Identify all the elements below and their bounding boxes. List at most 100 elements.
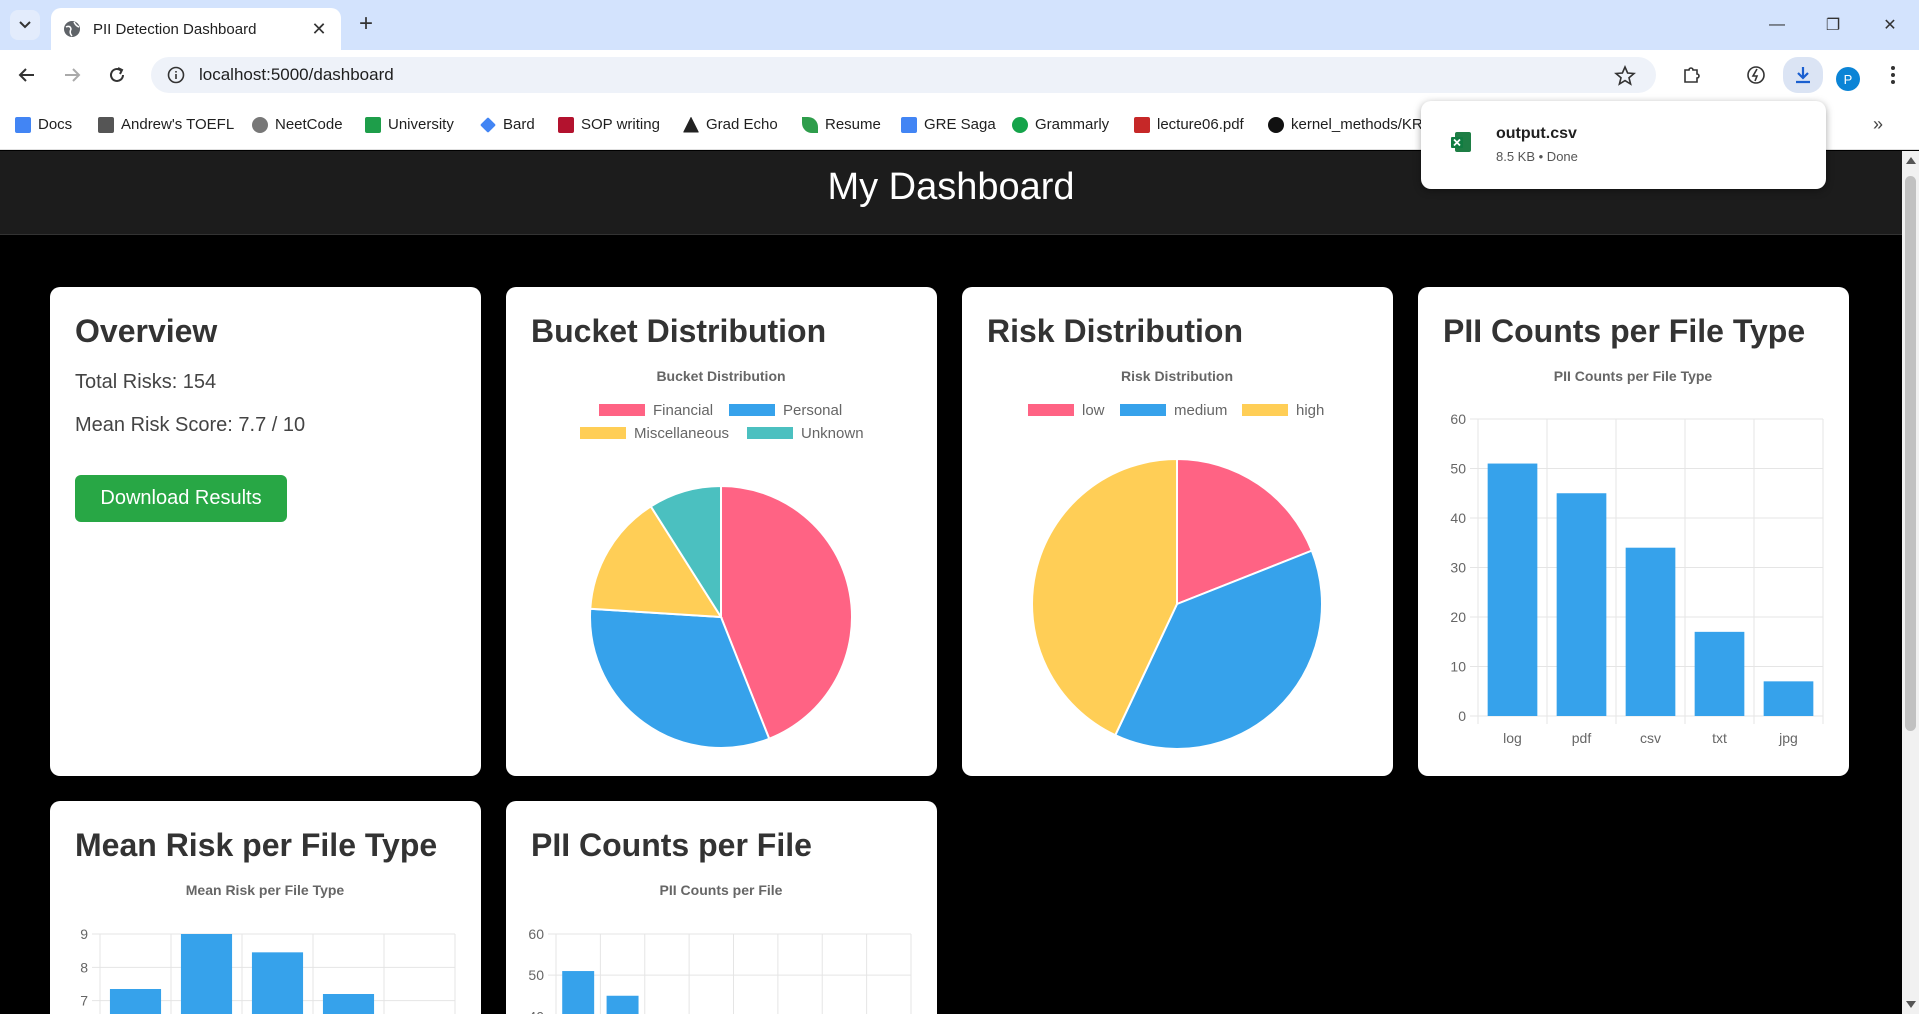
excel-file-icon: [1451, 132, 1471, 152]
minimize-button[interactable]: —: [1769, 16, 1785, 33]
tab-strip: PII Detection Dashboard ✕ + — ❐ ✕: [0, 0, 1919, 50]
bookmark-toefl[interactable]: Andrew's TOEFL: [98, 116, 234, 133]
pii-per-file-card: PII Counts per File PII Counts per File3…: [506, 801, 937, 1014]
back-button[interactable]: [12, 60, 42, 90]
rocket-icon: [252, 116, 268, 133]
page-scrollbar[interactable]: [1902, 151, 1919, 1014]
page-title: My Dashboard: [827, 166, 1075, 208]
y-tick-label: 60: [528, 926, 544, 942]
chart-title: PII Counts per File: [660, 882, 783, 898]
bookmark-neetcode[interactable]: NeetCode: [252, 116, 343, 133]
scroll-up-arrow[interactable]: [1906, 157, 1916, 164]
book-icon: [98, 116, 114, 133]
x-tick-label: csv: [1640, 730, 1661, 746]
pii-file-type-card: PII Counts per File Type PII Counts per …: [1418, 287, 1849, 776]
close-window-button[interactable]: ✕: [1883, 17, 1897, 34]
url-text: localhost:5000/dashboard: [199, 65, 394, 84]
risk-distribution-card: Risk Distribution Risk Distribution low me…: [962, 287, 1393, 776]
bar-item-1: [180, 934, 233, 1014]
y-tick-label: 60: [1450, 411, 1466, 427]
tab-search-button[interactable]: [10, 10, 40, 40]
download-icon: [1796, 67, 1810, 84]
site-info-icon[interactable]: [167, 66, 185, 84]
bookmark-gre-saga[interactable]: GRE Saga: [901, 116, 996, 133]
y-tick-label: 40: [1450, 510, 1466, 526]
mean-risk-bar-chart: Mean Risk per File Type 7 8 9: [80, 882, 456, 1014]
sop-icon: [558, 116, 574, 133]
new-tab-button[interactable]: +: [358, 10, 373, 37]
bucket-distribution-heading: Bucket Distribution: [531, 313, 827, 349]
y-tick-label: 20: [1450, 609, 1466, 625]
bar-csv: [1625, 547, 1676, 716]
reload-icon: [110, 67, 124, 82]
forward-button[interactable]: [57, 60, 87, 90]
download-status: 8.5 KB • Done: [1496, 149, 1578, 164]
bar-txt: [1694, 631, 1745, 716]
legend-label: Financial: [653, 402, 713, 419]
bookmarks-overflow-icon[interactable]: »: [1872, 114, 1883, 134]
scrollbar-thumb[interactable]: [1905, 176, 1916, 731]
bar-log: [1487, 463, 1538, 716]
pie-slice-low: [1176, 457, 1314, 606]
bookmark-sop[interactable]: SOP writing: [558, 116, 660, 133]
bar-item-2: [251, 952, 304, 1014]
dashboard-page: My Dashboard Overview Total Risks: 154 M…: [0, 151, 1902, 1014]
profile-avatar[interactable]: P: [1836, 67, 1860, 91]
pii-per-file-heading: PII Counts per File: [531, 827, 812, 863]
gauge-icon: [1747, 66, 1765, 84]
pie-slice-miscellaneous: [589, 505, 723, 619]
legend-label: Personal: [783, 402, 842, 419]
download-filename[interactable]: output.csv: [1496, 125, 1577, 142]
bookmark-grad-echo[interactable]: Grad Echo: [683, 116, 778, 133]
puzzle-icon: [1684, 67, 1700, 83]
bookmark-star-icon[interactable]: [1614, 65, 1636, 87]
x-tick-label: pdf: [1572, 730, 1592, 746]
pie-slice-high: [1031, 457, 1178, 737]
mean-risk-score-text: Mean Risk Score: 7.7 / 10: [75, 414, 306, 436]
x-tick-label: jpg: [1778, 730, 1798, 746]
y-tick-label: 50: [1450, 461, 1466, 477]
legend-swatch: [599, 404, 645, 416]
pdf-icon: [1134, 116, 1150, 133]
bookmark-resume[interactable]: Resume: [802, 116, 881, 133]
reload-button[interactable]: [102, 60, 132, 90]
pie-slice-unknown: [649, 484, 722, 621]
bookmark-university[interactable]: University: [365, 116, 454, 133]
performance-button[interactable]: [1741, 60, 1771, 90]
docs-icon: [15, 116, 31, 133]
download-results-button[interactable]: Download Results: [75, 475, 287, 522]
pie-slice-medium: [1113, 549, 1323, 750]
pie-slice-financial: [720, 484, 853, 741]
leaf-icon: [802, 116, 818, 133]
bookmark-docs[interactable]: Docs: [15, 116, 72, 133]
bookmark-kernel-methods[interactable]: kernel_methods/KR: [1268, 116, 1423, 133]
bucket-pie-chart: Bucket Distribution Financial Personal Misc…: [580, 368, 864, 749]
bookmark-lecture06[interactable]: lecture06.pdf: [1134, 116, 1244, 133]
address-bar[interactable]: localhost:5000/dashboard: [151, 57, 1656, 93]
bookmark-bard[interactable]: Bard: [480, 116, 535, 133]
arrow-right-icon: [65, 68, 81, 82]
mean-risk-heading: Mean Risk per File Type: [75, 827, 438, 863]
x-tick-label: log: [1503, 730, 1522, 746]
close-tab-icon[interactable]: ✕: [311, 18, 327, 39]
globe-icon: [64, 21, 80, 37]
scroll-down-arrow[interactable]: [1906, 1001, 1916, 1008]
downloads-button[interactable]: [1783, 57, 1823, 93]
total-risks-text: Total Risks: 154: [75, 371, 217, 393]
bookmark-grammarly[interactable]: Grammarly: [1012, 116, 1109, 133]
restore-button[interactable]: ❐: [1825, 17, 1841, 34]
chart-title: Mean Risk per File Type: [186, 882, 345, 898]
tab-title: PII Detection Dashboard: [93, 20, 257, 38]
chart-title: Bucket Distribution: [656, 368, 785, 384]
pii-per-file-bar-chart: PII Counts per File30405060: [528, 882, 912, 1014]
extensions-button[interactable]: [1677, 60, 1707, 90]
pii-file-type-heading: PII Counts per File Type: [1443, 313, 1806, 349]
chart-title: PII Counts per File Type: [1554, 368, 1713, 384]
y-tick-label: 10: [1450, 659, 1466, 675]
pie-slice-personal: [589, 607, 771, 749]
browser-toolbar: localhost:5000/dashboard: [0, 50, 1919, 100]
bar-jpg: [1763, 681, 1814, 716]
active-tab[interactable]: PII Detection Dashboard ✕: [51, 8, 341, 50]
menu-button[interactable]: [1878, 60, 1908, 90]
legend-swatch: [729, 404, 775, 416]
